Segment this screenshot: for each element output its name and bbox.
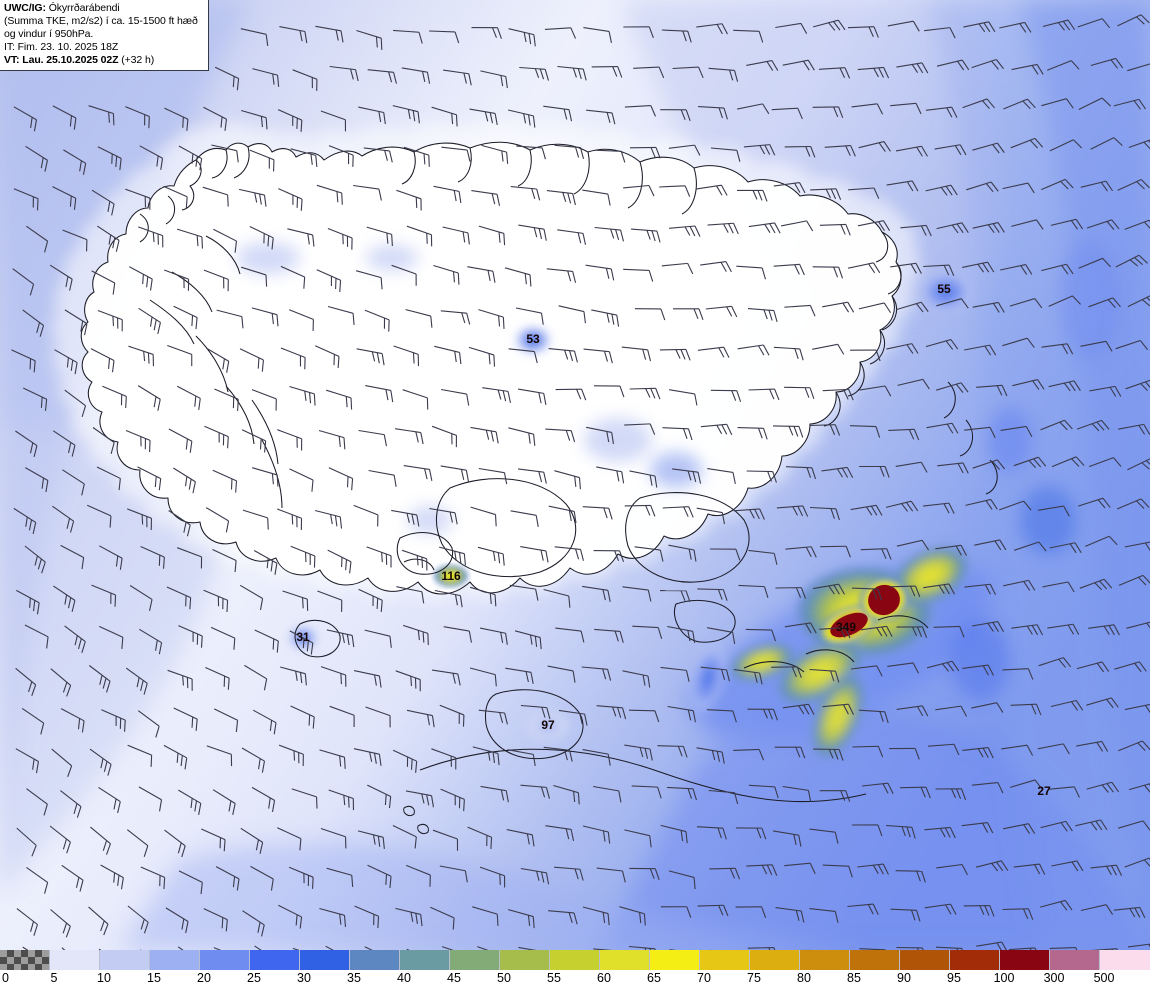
tke-value-label-27: 27 [1037, 784, 1051, 798]
colorbar-tick-300: 300 [1043, 971, 1065, 985]
colorbar-cell-95[interactable] [950, 950, 1000, 970]
colorbar-cell-50[interactable] [500, 950, 550, 970]
colorbar-tick-15: 15 [147, 971, 161, 985]
info-line-4-bold: VT: Lau. 25.10.2025 02Z [4, 54, 119, 66]
info-line-1: (Summa TKE, m2/s2) í ca. 15-1500 ft hæð [4, 15, 198, 27]
colorbar-cell-90[interactable] [900, 950, 950, 970]
colorbar-tick-90: 90 [897, 971, 911, 985]
colorbar-tick-45: 45 [447, 971, 461, 985]
colorbar-panel: 0 5 10 15 20 25 30 35 40 45 50 55 60 65 70 75 80 85 90 95 10… [0, 950, 1150, 987]
colorbar-cell-80[interactable] [800, 950, 850, 970]
tke-value-label-53: 53 [526, 332, 540, 346]
colorbar-tick-70: 70 [697, 971, 711, 985]
colorbar-cell-30[interactable] [300, 950, 350, 970]
colorbar-tick-40: 40 [397, 971, 411, 985]
coastline [80, 141, 998, 835]
colorbar-cell-0[interactable] [0, 950, 50, 970]
weather-map-canvas[interactable]: 53 55 116 31 97 349 27 UWC/IG: Ókyrrðarábendi(… [0, 0, 1150, 950]
colorbar-cell-5[interactable] [50, 950, 100, 970]
colorbar-tick-20: 20 [197, 971, 211, 985]
colorbar-tick-10: 10 [97, 971, 111, 985]
colorbar-cell-65[interactable] [650, 950, 700, 970]
info-line-0-bold: UWC/IG: [4, 2, 46, 14]
colorbar-tick-55: 55 [547, 971, 561, 985]
colorbar-tick-95: 95 [947, 971, 961, 985]
colorbar-tick-50: 50 [497, 971, 511, 985]
colorbar-tick-65: 65 [647, 971, 661, 985]
forecast-info-box: UWC/IG: Ókyrrðarábendi (Summa TKE, m2/s2)… [0, 0, 209, 71]
colorbar-tick-30: 30 [297, 971, 311, 985]
info-line-3: IT: Fim. 23. 10. 2025 18Z [4, 41, 119, 53]
colorbar-cell-100[interactable] [1000, 950, 1050, 970]
colorbar-tick-5: 5 [50, 971, 58, 985]
colorbar-cell-40[interactable] [400, 950, 450, 970]
tke-value-label-97: 97 [541, 718, 555, 732]
colorbar-cell-300[interactable] [1050, 950, 1100, 970]
colorbar-cell-15[interactable] [150, 950, 200, 970]
info-line-4: VT: Lau. 25.10.2025 02Z (+32 h) [4, 54, 155, 66]
colorbar-tick-80: 80 [797, 971, 811, 985]
colorbar-cell-70[interactable] [700, 950, 750, 970]
colorbar-cell-10[interactable] [100, 950, 150, 970]
colorbar-tick-75: 75 [747, 971, 761, 985]
map-svg [0, 0, 1150, 950]
colorbar-tick-25: 25 [247, 971, 261, 985]
info-line-2: og vindur í 950hPa. [4, 28, 94, 40]
colorbar-cell-85[interactable] [850, 950, 900, 970]
tke-value-label-31: 31 [296, 630, 310, 644]
tke-value-label-349: 349 [835, 620, 857, 634]
tke-value-label-55: 55 [937, 282, 951, 296]
colorbar-cell-60[interactable] [600, 950, 650, 970]
colorbar-cell-75[interactable] [750, 950, 800, 970]
colorbar-tick-85: 85 [847, 971, 861, 985]
colorbar-tick-500: 500 [1093, 971, 1115, 985]
colorbar-cell-55[interactable] [550, 950, 600, 970]
colorbar-cell-500[interactable] [1100, 950, 1150, 970]
colorbar-cell-20[interactable] [200, 950, 250, 970]
colorbar-cell-45[interactable] [450, 950, 500, 970]
tke-value-label-116: 116 [441, 569, 461, 583]
colorbar-tick-100: 100 [993, 971, 1015, 985]
colorbar-tick-35: 35 [347, 971, 361, 985]
colorbar-cell-25[interactable] [250, 950, 300, 970]
colorbar-scale[interactable] [0, 950, 1150, 970]
tke-field-bands [0, 0, 1150, 950]
colorbar-cell-35[interactable] [350, 950, 400, 970]
colorbar-tick-60: 60 [597, 971, 611, 985]
info-line-0: UWC/IG: Ókyrrðarábendi [4, 2, 120, 14]
colorbar-tick-labels: 0 5 10 15 20 25 30 35 40 45 50 55 60 65 70 75 80 85 90 95 10… [0, 971, 1150, 987]
colorbar-tick-0: 0 [2, 971, 9, 985]
